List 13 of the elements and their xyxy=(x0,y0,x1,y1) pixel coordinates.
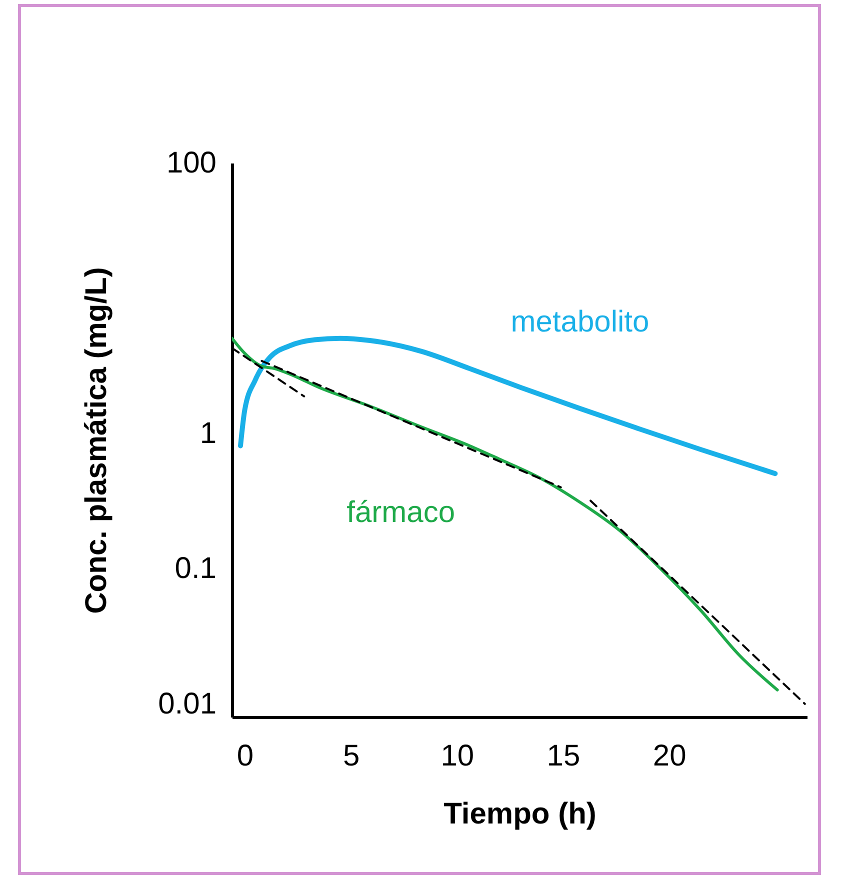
x-tick-label: 5 xyxy=(342,740,360,772)
x-tick-label: 10 xyxy=(440,740,474,772)
series-label: metabolito xyxy=(510,305,650,338)
x-axis-title: Tiempo (h) xyxy=(444,798,596,830)
y-tick-label: 0.1 xyxy=(174,552,216,586)
x-tick-label: 15 xyxy=(546,740,580,772)
y-axis-title: Conc. plasmática (mg/L) xyxy=(80,267,114,614)
series-label: fármaco xyxy=(346,496,456,529)
y-tick-label: 0.01 xyxy=(158,687,216,720)
x-tick-label: 20 xyxy=(652,740,686,772)
y-tick-label: 1 xyxy=(200,416,216,450)
x-tick-label: 0 xyxy=(236,740,254,772)
y-tick-label: 100 xyxy=(166,146,216,180)
